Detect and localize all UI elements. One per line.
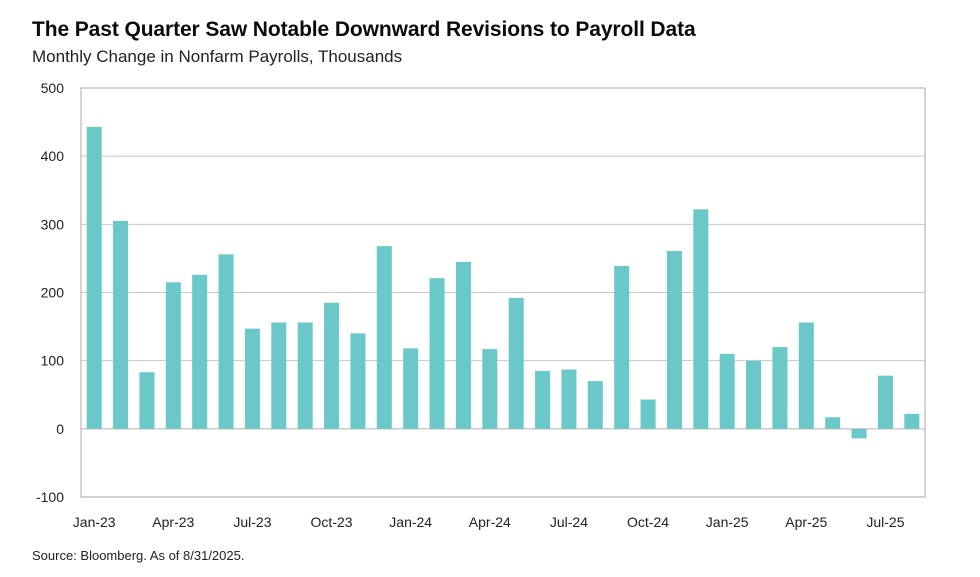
bar-nov-24 <box>666 250 682 429</box>
y-tick-label: 500 <box>41 80 65 96</box>
bar-jul-24 <box>561 369 577 429</box>
source-note: Source: Bloomberg. As of 8/31/2025. <box>32 548 245 563</box>
x-tick-label: Apr-24 <box>469 514 511 530</box>
bar-feb-25 <box>746 360 762 429</box>
bar-oct-24 <box>640 399 656 429</box>
bar-jul-23 <box>244 328 260 429</box>
bar-jun-23 <box>218 254 234 429</box>
y-tick-label: 400 <box>41 148 65 164</box>
bar-jan-24 <box>403 348 419 429</box>
y-tick-label: 300 <box>41 216 65 232</box>
x-tick-label: Apr-25 <box>785 514 827 530</box>
bar-jun-25 <box>851 428 867 439</box>
bar-may-23 <box>192 274 208 429</box>
y-tick-label: 0 <box>56 421 64 437</box>
bar-jan-25 <box>719 353 735 429</box>
chart-subtitle: Monthly Change in Nonfarm Payrolls, Thou… <box>32 47 403 66</box>
bar-apr-24 <box>482 349 498 429</box>
bar-aug-23 <box>271 322 287 429</box>
x-tick-label: Jan-24 <box>389 514 432 530</box>
bar-apr-25 <box>798 322 814 429</box>
bar-oct-23 <box>324 302 340 429</box>
y-tick-label: 200 <box>41 285 65 301</box>
bar-jan-23 <box>86 126 102 429</box>
bar-jul-25 <box>877 375 893 429</box>
bar-sep-24 <box>614 265 630 429</box>
bar-apr-23 <box>165 282 181 429</box>
bar-dec-23 <box>376 246 392 429</box>
bar-mar-24 <box>455 261 471 429</box>
chart-title: The Past Quarter Saw Notable Downward Re… <box>32 18 696 41</box>
x-tick-label: Oct-23 <box>311 514 353 530</box>
bar-feb-23 <box>113 220 129 429</box>
x-tick-label: Jul-23 <box>233 514 271 530</box>
x-axis-ticks: Jan-23 Apr-23 Jul-23 Oct-23 Jan-24 Apr-24 Jul-… <box>73 514 905 530</box>
bar-jun-24 <box>535 370 551 429</box>
x-tick-label: Apr-23 <box>152 514 194 530</box>
bar-feb-24 <box>429 278 445 429</box>
x-tick-label: Jan-23 <box>73 514 116 530</box>
y-tick-label: -100 <box>36 489 64 505</box>
x-tick-label: Jul-24 <box>550 514 588 530</box>
bar-may-24 <box>508 297 524 429</box>
x-tick-label: Oct-24 <box>627 514 669 530</box>
bar-sep-23 <box>297 322 313 429</box>
bars <box>86 126 920 439</box>
bar-mar-25 <box>772 347 788 429</box>
x-tick-label: Jan-25 <box>706 514 749 530</box>
bar-aug-25 <box>904 413 920 429</box>
bar-nov-23 <box>350 333 366 429</box>
bar-may-25 <box>825 417 841 429</box>
x-tick-label: Jul-25 <box>866 514 904 530</box>
y-tick-label: 100 <box>41 353 65 369</box>
bar-mar-23 <box>139 372 155 429</box>
plot-frame <box>80 87 926 498</box>
y-axis-ticks: 500 400 300 200 100 0 -100 <box>36 80 64 505</box>
bar-dec-24 <box>693 209 709 429</box>
gridlines <box>81 155 925 430</box>
bar-aug-24 <box>587 381 603 429</box>
